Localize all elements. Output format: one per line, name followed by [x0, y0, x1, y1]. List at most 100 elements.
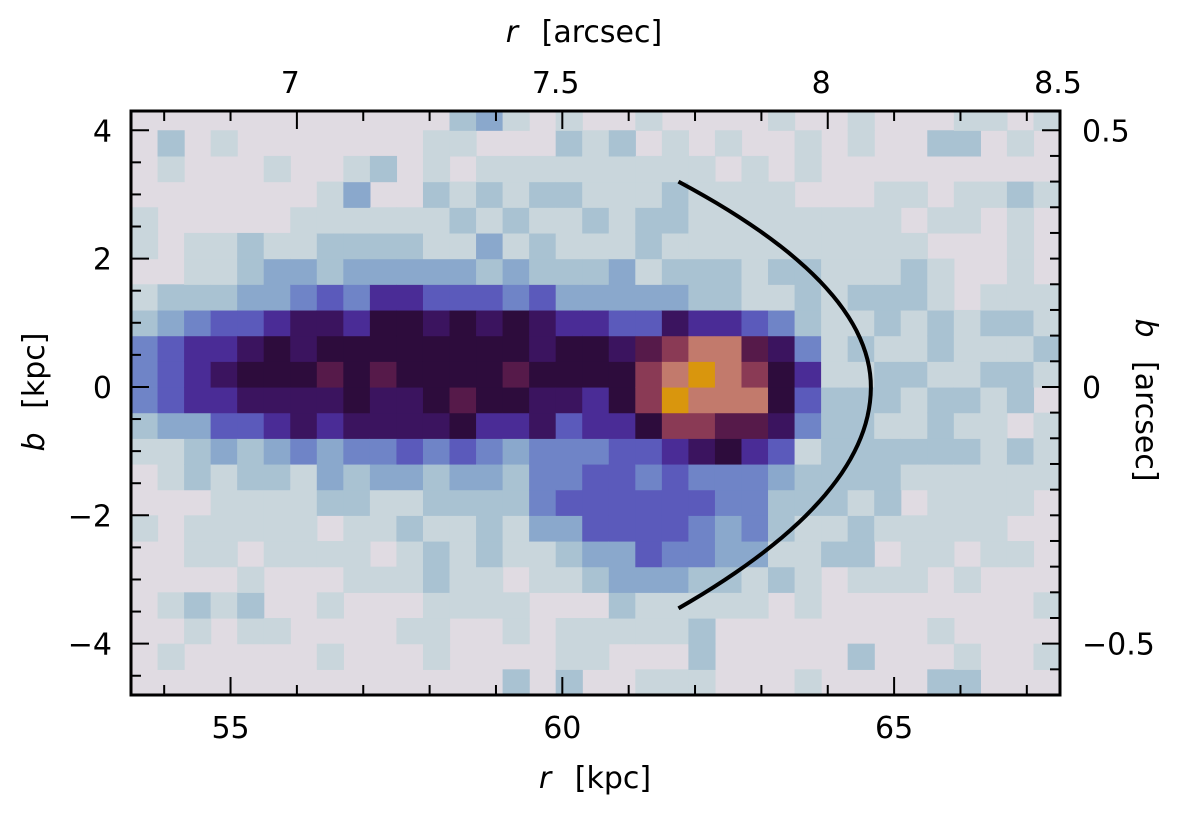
- heatmap-cell: [715, 79, 742, 105]
- heatmap-cell: [237, 412, 265, 439]
- heatmap-cell: [555, 438, 583, 465]
- heatmap-cell: [157, 335, 185, 362]
- heatmap-cell: [529, 361, 557, 388]
- heatmap-cell: [794, 592, 822, 619]
- heatmap-cell: [343, 386, 371, 414]
- heatmap-cell: [1033, 361, 1060, 388]
- heatmap-cell: [1006, 130, 1035, 157]
- heatmap-cell: [237, 489, 265, 516]
- heatmap-cell: [422, 181, 451, 208]
- x-axis-label-bottom-symbol: r: [539, 761, 553, 796]
- heatmap-cell: [874, 232, 902, 260]
- heatmap-cell: [184, 438, 212, 465]
- heatmap-cell: [476, 335, 504, 362]
- y-tick-label-right: 0.5: [1082, 114, 1130, 149]
- heatmap-cell: [661, 669, 689, 695]
- heatmap-cell: [582, 489, 610, 516]
- heatmap-cell: [741, 361, 769, 388]
- heatmap-cell: [263, 361, 291, 388]
- heatmap-cell: [316, 335, 344, 362]
- heatmap-cell: [157, 155, 185, 183]
- heatmap-cell: [794, 335, 822, 362]
- heatmap-cell: [927, 284, 955, 311]
- heatmap-cell: [343, 155, 371, 183]
- x-axis-label-bottom: r [kpc]: [539, 761, 651, 796]
- heatmap-cell: [874, 515, 902, 542]
- heatmap-cell: [953, 181, 981, 208]
- heatmap-cell: [290, 489, 318, 516]
- heatmap-cell: [555, 361, 583, 388]
- heatmap-cell: [980, 284, 1008, 311]
- heatmap-cell: [794, 515, 822, 542]
- heatmap-cell: [316, 284, 344, 311]
- heatmap-cell: [555, 643, 583, 670]
- heatmap-cell: [847, 566, 875, 593]
- heatmap-cell: [741, 232, 769, 260]
- heatmap-cell: [688, 361, 716, 388]
- plot-frame: [129, 109, 1062, 697]
- heatmap-cell: [768, 284, 796, 311]
- heatmap-cell: [768, 361, 796, 388]
- heatmap-cell: [316, 309, 344, 337]
- heatmap-cell: [794, 309, 822, 337]
- heatmap-cell: [582, 643, 610, 670]
- heatmap-cell: [184, 463, 212, 491]
- heatmap-cell: [263, 309, 291, 337]
- heatmap-cell: [688, 540, 716, 568]
- heatmap-cell: [555, 335, 583, 362]
- heatmap-cell: [900, 566, 928, 593]
- heatmap-cell: [768, 111, 796, 131]
- heatmap-cell: [582, 361, 610, 388]
- heatmap-cell: [210, 232, 238, 260]
- heatmap-cell: [582, 335, 610, 362]
- heatmap-cell: [237, 232, 265, 260]
- heatmap-cell: [1006, 489, 1035, 516]
- heatmap-cell: [157, 643, 185, 670]
- heatmap-cell: [343, 335, 371, 362]
- heatmap-cell: [953, 111, 981, 131]
- heatmap-cell: [927, 489, 955, 516]
- heatmap-cell: [741, 335, 769, 362]
- heatmap-cell: [661, 617, 689, 645]
- heatmap-cell: [714, 463, 743, 491]
- heatmap-cell: [741, 438, 769, 465]
- heatmap-cell: [449, 540, 477, 568]
- x-tick-label-top: 7.5: [532, 66, 580, 101]
- heatmap-cell: [502, 515, 530, 542]
- heatmap-cell: [184, 540, 212, 568]
- heatmap-cell: [688, 284, 716, 311]
- heatmap-cell: [1033, 592, 1060, 619]
- heatmap-cell: [529, 335, 557, 362]
- heatmap-cell: [369, 284, 398, 311]
- heatmap-cell: [661, 284, 689, 311]
- heatmap-cell: [263, 258, 291, 285]
- heatmap-cell: [635, 258, 663, 285]
- heatmap-cell: [768, 463, 796, 491]
- heatmap-cell: [210, 489, 238, 516]
- heatmap-cell: [263, 438, 291, 465]
- heatmap-cell: [608, 232, 636, 260]
- heatmap-cell: [343, 207, 371, 234]
- heatmap-cell: [555, 489, 583, 516]
- heatmap-cell: [396, 438, 424, 465]
- heatmap-cell: [635, 540, 663, 568]
- heatmap-cell: [555, 412, 583, 439]
- heatmap-cell: [794, 207, 822, 234]
- y-axis-label-right: b [arcsec]: [1128, 318, 1163, 481]
- heatmap-cell: [688, 515, 716, 542]
- heatmap-cell: [316, 386, 344, 414]
- heatmap-cell: [290, 335, 318, 362]
- heatmap-cell: [661, 207, 689, 234]
- heatmap-cell: [953, 515, 981, 542]
- heatmap-cell: [874, 309, 902, 337]
- heatmap-cell: [768, 309, 796, 337]
- heatmap-cell: [290, 515, 318, 542]
- bow-shock-curve: [677, 179, 873, 611]
- heatmap-cell: [237, 361, 265, 388]
- heatmap-cell: [768, 489, 796, 516]
- heatmap-cell: [131, 386, 159, 414]
- heatmap-cell: [343, 489, 371, 516]
- heatmap-cell: [422, 540, 451, 568]
- heatmap-cell: [449, 386, 477, 414]
- heatmap-cell: [263, 284, 291, 311]
